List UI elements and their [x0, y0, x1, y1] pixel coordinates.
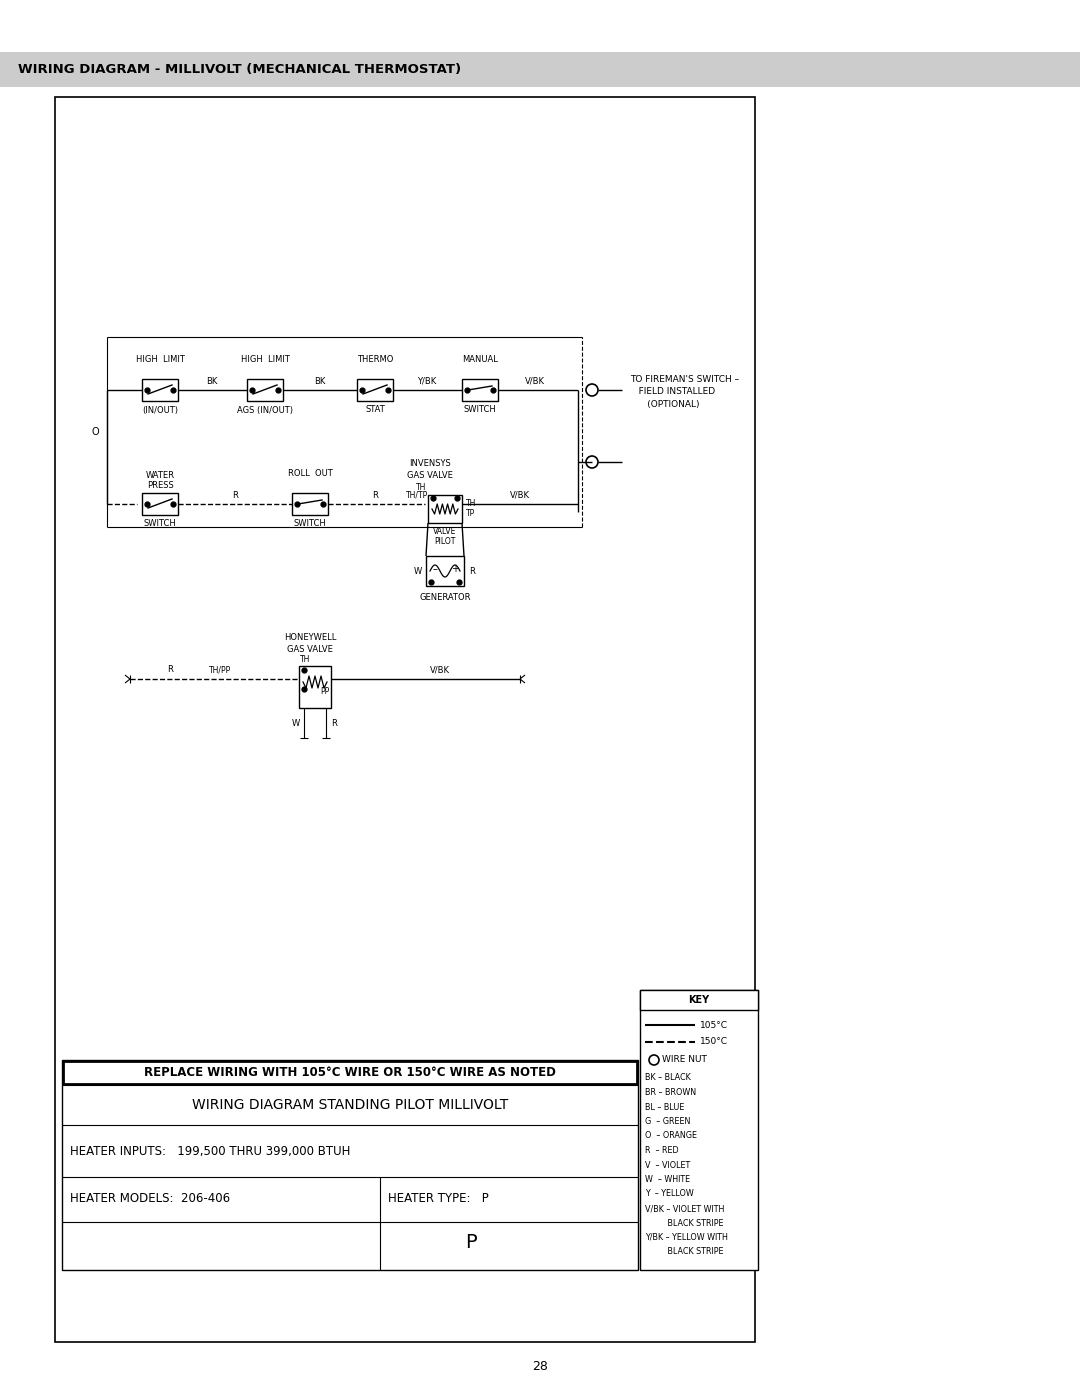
Text: R  – RED: R – RED	[645, 1146, 678, 1155]
Bar	[63, 1060, 637, 1084]
Text: TH/TP: TH/TP	[406, 490, 428, 500]
Text: VALVE: VALVE	[433, 527, 457, 535]
Text: HONEYWELL: HONEYWELL	[284, 633, 336, 643]
Bar	[428, 495, 462, 522]
Text: BK – BLACK: BK – BLACK	[645, 1073, 691, 1083]
Bar	[141, 493, 178, 515]
Text: WIRING DIAGRAM STANDING PILOT MILLIVOLT: WIRING DIAGRAM STANDING PILOT MILLIVOLT	[192, 1098, 508, 1112]
Text: P: P	[465, 1232, 476, 1252]
Text: HEATER INPUTS:   199,500 THRU 399,000 BTUH: HEATER INPUTS: 199,500 THRU 399,000 BTUH	[70, 1144, 350, 1158]
Text: R: R	[167, 665, 173, 675]
Text: PILOT: PILOT	[434, 536, 456, 545]
Text: W: W	[292, 719, 300, 728]
Text: V/BK: V/BK	[510, 490, 530, 500]
Text: INVENSYS: INVENSYS	[409, 460, 450, 468]
Text: GAS VALVE: GAS VALVE	[287, 645, 333, 655]
Text: 150°C: 150°C	[700, 1038, 728, 1046]
Text: –: –	[433, 564, 437, 574]
Text: ROLL  OUT: ROLL OUT	[287, 469, 333, 479]
Text: HEATER MODELS:  206-406: HEATER MODELS: 206-406	[70, 1193, 230, 1206]
Text: WATER: WATER	[146, 472, 175, 481]
Bar	[292, 493, 328, 515]
Text: TP: TP	[465, 509, 475, 517]
Bar	[640, 990, 758, 1010]
Bar	[141, 379, 178, 401]
Text: BK: BK	[314, 377, 326, 386]
Text: R: R	[332, 719, 337, 728]
Text: W  – WHITE: W – WHITE	[645, 1175, 690, 1185]
Text: BL – BLUE: BL – BLUE	[645, 1102, 685, 1112]
Text: HEATER TYPE:   P: HEATER TYPE: P	[388, 1193, 489, 1206]
Text: MANUAL: MANUAL	[462, 355, 498, 365]
Text: KEY: KEY	[688, 995, 710, 1004]
Text: GAS VALVE: GAS VALVE	[407, 472, 453, 481]
Text: BLACK STRIPE: BLACK STRIPE	[645, 1218, 724, 1228]
Text: TH: TH	[416, 482, 426, 492]
Text: +: +	[451, 564, 459, 574]
Text: V/BK: V/BK	[430, 665, 450, 675]
Bar	[55, 96, 755, 1343]
Text: 105°C: 105°C	[700, 1020, 728, 1030]
Text: V/BK: V/BK	[525, 377, 545, 386]
Text: AGS (IN/OUT): AGS (IN/OUT)	[237, 405, 293, 415]
Text: PP: PP	[321, 686, 329, 696]
Text: R: R	[373, 490, 378, 500]
Text: V  – VIOLET: V – VIOLET	[645, 1161, 690, 1169]
Bar	[299, 666, 330, 708]
Text: SWITCH: SWITCH	[144, 520, 176, 528]
Text: THERMO: THERMO	[356, 355, 393, 365]
Text: TO FIREMAN'S SWITCH –: TO FIREMAN'S SWITCH –	[630, 376, 739, 384]
Bar	[357, 379, 393, 401]
Text: R: R	[232, 490, 238, 500]
Text: WIRING DIAGRAM - MILLIVOLT (MECHANICAL THERMOSTAT): WIRING DIAGRAM - MILLIVOLT (MECHANICAL T…	[18, 63, 461, 75]
Text: Y/BK – YELLOW WITH: Y/BK – YELLOW WITH	[645, 1234, 728, 1242]
Text: Y  – YELLOW: Y – YELLOW	[645, 1189, 693, 1199]
Text: GENERATOR: GENERATOR	[419, 594, 471, 602]
Text: 28: 28	[532, 1361, 548, 1373]
Text: TH/PP: TH/PP	[208, 665, 231, 675]
Bar	[640, 990, 758, 1270]
Text: PRESS: PRESS	[147, 482, 174, 490]
Text: R: R	[469, 567, 475, 576]
Text: BR – BROWN: BR – BROWN	[645, 1088, 697, 1097]
Text: (OPTIONAL): (OPTIONAL)	[630, 400, 700, 408]
Bar	[462, 379, 498, 401]
Text: WIRE NUT: WIRE NUT	[662, 1056, 707, 1065]
Text: HIGH  LIMIT: HIGH LIMIT	[241, 355, 289, 365]
Text: REPLACE WIRING WITH 105°C WIRE OR 150°C WIRE AS NOTED: REPLACE WIRING WITH 105°C WIRE OR 150°C …	[144, 1066, 556, 1078]
Text: V/BK – VIOLET WITH: V/BK – VIOLET WITH	[645, 1204, 725, 1213]
Bar	[0, 52, 1080, 87]
Text: G  – GREEN: G – GREEN	[645, 1118, 690, 1126]
Text: W: W	[414, 567, 422, 576]
Text: STAT: STAT	[365, 405, 384, 415]
Text: O: O	[91, 427, 98, 437]
Bar	[247, 379, 283, 401]
Text: FIELD INSTALLED: FIELD INSTALLED	[630, 387, 715, 397]
Text: TH: TH	[465, 499, 476, 507]
Text: HIGH  LIMIT: HIGH LIMIT	[136, 355, 185, 365]
Text: BLACK STRIPE: BLACK STRIPE	[645, 1248, 724, 1256]
Text: Y/BK: Y/BK	[417, 377, 436, 386]
Text: SWITCH: SWITCH	[463, 405, 497, 415]
Text: TH: TH	[300, 655, 310, 664]
Text: SWITCH: SWITCH	[294, 520, 326, 528]
Text: BK: BK	[206, 377, 218, 386]
Bar	[426, 556, 464, 585]
Text: O  – ORANGE: O – ORANGE	[645, 1132, 697, 1140]
Text: (IN/OUT): (IN/OUT)	[141, 405, 178, 415]
Bar	[62, 1060, 638, 1270]
